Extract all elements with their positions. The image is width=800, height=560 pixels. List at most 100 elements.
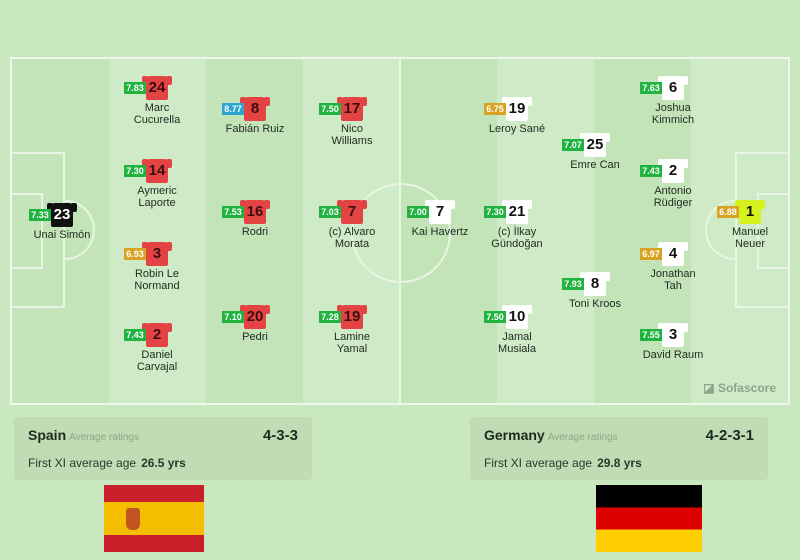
shirt-number: 1: [745, 203, 755, 220]
shirt-number: 4: [668, 245, 678, 262]
shirt-icon: 19: [502, 97, 532, 121]
germany-summary-card: Germany Average ratings 4-2-3-1 First XI …: [470, 417, 768, 480]
shirt-number: 21: [508, 203, 526, 220]
player-name: (c) Alvaro Morata: [328, 226, 376, 250]
rating-badge: 6.93: [124, 248, 146, 260]
sofascore-logo: ◪ Sofascore: [703, 381, 776, 395]
player-name: Nico Williams: [331, 123, 373, 147]
right-goal-area: [757, 193, 788, 269]
player-name: David Raum: [642, 349, 704, 361]
shirt-icon: 4: [658, 242, 688, 266]
shirt-icon: 3: [658, 323, 688, 347]
shirt-number: 20: [246, 308, 264, 325]
shirt-number: 19: [343, 308, 361, 325]
shirt-icon: 6: [658, 76, 688, 100]
player-name: Manuel Neuer: [731, 226, 769, 250]
shirt-number: 25: [586, 136, 604, 153]
shirt-icon: 7: [425, 200, 455, 224]
shirt-icon: 2: [658, 159, 688, 183]
shirt-icon: 21: [502, 200, 532, 224]
shirt-icon: 8: [240, 97, 270, 121]
shirt-number: 8: [590, 275, 600, 292]
shirt-icon: 17: [337, 97, 367, 121]
left-goal-area: [12, 193, 43, 269]
shirt-icon: 23: [47, 203, 77, 227]
shirt-number: 10: [508, 308, 526, 325]
rating-badge: 7.50: [484, 311, 506, 323]
player-name: Daniel Carvajal: [136, 349, 178, 373]
rating-badge: 7.30: [484, 206, 506, 218]
age-label: First XI average age: [484, 456, 593, 470]
shirt-icon: 1: [735, 200, 765, 224]
shirt-icon: 25: [580, 133, 610, 157]
rating-badge: 7.63: [640, 82, 662, 94]
rating-badge: 7.28: [319, 311, 341, 323]
player-name: Fabián Ruiz: [225, 123, 285, 135]
shirt-number: 24: [148, 79, 166, 96]
age-label: First XI average age: [28, 456, 137, 470]
formation: 4-3-3: [262, 427, 298, 444]
shirt-icon: 10: [502, 305, 532, 329]
coat-of-arms-icon: [126, 508, 140, 530]
rating-badge: 7.55: [640, 329, 662, 341]
shirt-number: 23: [53, 206, 71, 223]
team-name: Germany: [484, 427, 545, 443]
shirt-icon: 8: [580, 272, 610, 296]
left-penalty-area: [12, 152, 65, 308]
shirt-number: 7: [347, 203, 357, 220]
player-name: Jamal Musiala: [498, 331, 536, 355]
shirt-icon: 14: [142, 159, 172, 183]
rating-badge: 7.93: [562, 278, 584, 290]
spain-summary-card: Spain Average ratings 4-3-3 First XI aver…: [14, 417, 312, 480]
germany-flag: [596, 485, 702, 552]
player-name: Marc Cucurella: [133, 102, 181, 126]
rating-badge: 7.43: [124, 329, 146, 341]
shirt-number: 17: [343, 100, 361, 117]
rating-badge: 7.33: [29, 209, 51, 221]
rating-badge: 7.07: [562, 139, 584, 151]
average-ratings-toggle[interactable]: Average ratings: [69, 432, 139, 443]
rating-badge: 6.97: [640, 248, 662, 260]
shirt-number: 3: [668, 326, 678, 343]
player-name: Leroy Sané: [488, 123, 546, 135]
player-name: (c) İlkay Gündoğan: [491, 226, 543, 250]
player-name: Joshua Kimmich: [651, 102, 695, 126]
rating-badge: 6.88: [717, 206, 739, 218]
shirt-number: 16: [246, 203, 264, 220]
player-name: Lamine Yamal: [333, 331, 371, 355]
pitch: 23 7.33 Unai Simón 24 7.83 Marc Cucurella…: [10, 57, 790, 405]
shirt-icon: 3: [142, 242, 172, 266]
rating-badge: 7.30: [124, 165, 146, 177]
rating-badge: 7.00: [407, 206, 429, 218]
age-value: 26.5 yrs: [141, 456, 186, 470]
shirt-number: 2: [668, 162, 678, 179]
player-name: Kai Havertz: [411, 226, 469, 238]
shirt-number: 2: [152, 326, 162, 343]
shirt-number: 7: [435, 203, 445, 220]
player-name: Robin Le Normand: [134, 268, 180, 292]
age-value: 29.8 yrs: [597, 456, 642, 470]
player-name: Pedri: [242, 331, 268, 343]
rating-badge: 7.83: [124, 82, 146, 94]
rating-badge: 7.10: [222, 311, 244, 323]
player-name: Toni Kroos: [569, 298, 621, 310]
player-name: Emre Can: [570, 159, 620, 171]
right-penalty-area: [735, 152, 788, 308]
formation: 4-2-3-1: [705, 427, 754, 444]
shirt-number: 6: [668, 79, 678, 96]
shirt-icon: 7: [337, 200, 367, 224]
player-name: Jonathan Tah: [650, 268, 696, 292]
shirt-icon: 19: [337, 305, 367, 329]
rating-badge: 7.53: [222, 206, 244, 218]
rating-badge: 7.50: [319, 103, 341, 115]
average-ratings-toggle[interactable]: Average ratings: [547, 432, 618, 443]
shirt-number: 3: [152, 245, 162, 262]
player-name: Aymeric Laporte: [137, 185, 177, 209]
rating-badge: 8.77: [222, 103, 244, 115]
shirt-icon: 20: [240, 305, 270, 329]
shirt-number: 8: [250, 100, 260, 117]
rating-badge: 7.43: [640, 165, 662, 177]
rating-badge: 7.03: [319, 206, 341, 218]
shirt-icon: 16: [240, 200, 270, 224]
player-name: Unai Simón: [33, 229, 91, 241]
